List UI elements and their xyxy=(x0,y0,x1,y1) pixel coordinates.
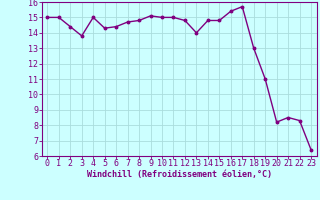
X-axis label: Windchill (Refroidissement éolien,°C): Windchill (Refroidissement éolien,°C) xyxy=(87,170,272,179)
